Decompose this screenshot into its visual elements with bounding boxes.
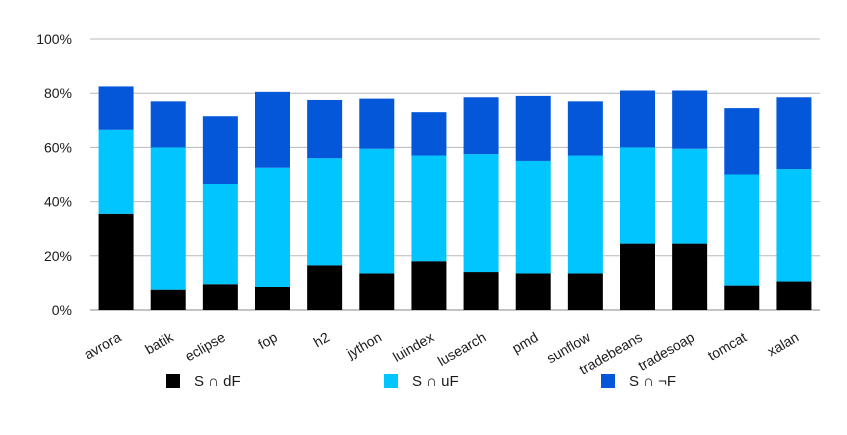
- bar-segment: [776, 281, 812, 310]
- bar-segment: [463, 272, 499, 310]
- bar-segment: [567, 273, 603, 310]
- bar-segment: [776, 97, 812, 170]
- y-tick-label: 0%: [52, 302, 72, 318]
- bar-segment: [98, 86, 134, 130]
- bar-segment: [463, 154, 499, 273]
- bar-segment: [515, 95, 551, 161]
- bar-segment: [150, 147, 186, 290]
- x-tick-label: eclipse: [182, 329, 228, 365]
- legend-swatch: [384, 374, 398, 388]
- bars: [98, 86, 812, 310]
- x-tick-label: luindex: [390, 329, 436, 365]
- y-tick-label: 60%: [44, 139, 72, 155]
- bar-segment: [463, 97, 499, 155]
- bar-segment: [724, 285, 760, 310]
- bar-segment: [411, 112, 447, 156]
- bar-segment: [307, 158, 343, 266]
- legend-swatch: [166, 374, 180, 388]
- bar-segment: [202, 183, 238, 285]
- bar-segment: [620, 147, 655, 244]
- bar-segment: [620, 243, 655, 310]
- bar-segment: [98, 213, 134, 310]
- bar-segment: [202, 116, 238, 184]
- bar-segment: [776, 169, 812, 282]
- bar-segment: [567, 101, 603, 156]
- grid-lines: [90, 38, 820, 311]
- x-tick-label: jython: [343, 329, 384, 362]
- bar-segment: [724, 108, 760, 175]
- bar-segment: [672, 90, 708, 149]
- bar-segment: [724, 174, 760, 286]
- bar-segment: [672, 148, 708, 244]
- bar-segment: [620, 90, 655, 148]
- bar-segment: [150, 289, 186, 310]
- bar-segment: [255, 167, 290, 287]
- bar-segment: [411, 261, 447, 310]
- bar-segment: [307, 265, 343, 310]
- legend-swatch: [601, 374, 615, 388]
- bar-segment: [515, 273, 551, 310]
- legend-label: S ∩ dF: [194, 373, 241, 390]
- x-tick-label: avrora: [81, 329, 124, 363]
- bar-segment: [359, 273, 395, 310]
- bar-segment: [672, 243, 708, 310]
- x-tick-label: tradesoap: [635, 329, 697, 374]
- y-tick-label: 100%: [36, 31, 72, 47]
- legend-label: S ∩ ¬F: [629, 373, 676, 390]
- x-tick-label: h2: [311, 329, 333, 351]
- bar-segment: [202, 284, 238, 310]
- bar-segment: [411, 155, 447, 262]
- bar-segment: [98, 129, 134, 214]
- legend-label: S ∩ uF: [412, 373, 459, 390]
- bar-segment: [567, 155, 603, 274]
- bar-segment: [307, 99, 343, 159]
- x-tick-label: fop: [255, 329, 280, 353]
- x-tick-label: tomcat: [705, 329, 749, 364]
- bar-segment: [255, 91, 290, 168]
- y-axis-ticks: 0% 20% 40% 60% 80% 100%: [36, 31, 72, 318]
- x-tick-label: xalan: [764, 329, 801, 360]
- bar-segment: [515, 160, 551, 274]
- bar-segment: [150, 101, 186, 148]
- bar-segment: [359, 98, 395, 149]
- bar-segment: [359, 148, 395, 274]
- x-tick-label: batik: [142, 328, 176, 357]
- x-axis-ticks: avrora batik eclipse fop h2 jython luindexluse…: [81, 328, 801, 377]
- x-tick-label: lusearch: [435, 329, 489, 369]
- y-tick-label: 20%: [44, 248, 72, 264]
- y-tick-label: 40%: [44, 194, 72, 210]
- y-tick-label: 80%: [44, 85, 72, 101]
- bar-segment: [255, 286, 290, 310]
- legend: S ∩ dF S ∩ uF S ∩ ¬F: [166, 373, 676, 390]
- x-tick-label: pmd: [509, 329, 541, 356]
